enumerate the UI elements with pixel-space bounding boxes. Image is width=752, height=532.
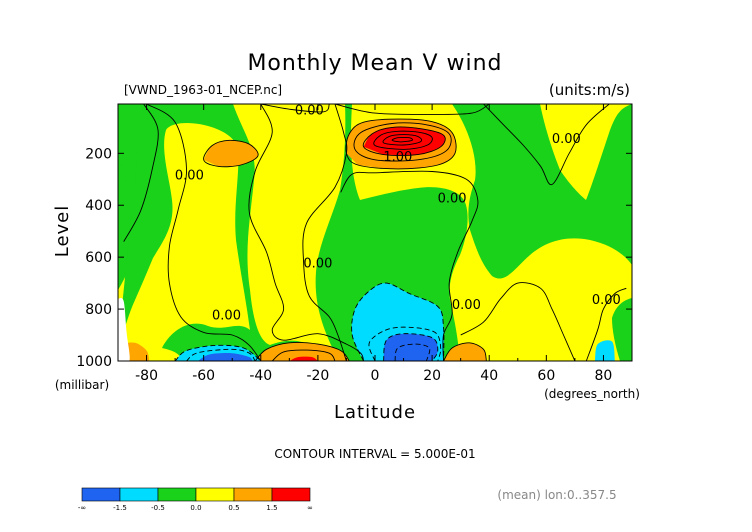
region-blue-sh-mid	[198, 353, 253, 361]
y-axis-label: Level	[52, 205, 73, 258]
x-tick-label: -40	[249, 368, 272, 384]
contour-line-16	[391, 136, 414, 143]
x-axis-label: Latitude	[334, 402, 416, 423]
units-label: (units:m/s)	[549, 81, 630, 99]
region-cyan-nh-polar	[594, 340, 615, 361]
contour-label-3: 0.00	[438, 192, 467, 207]
colorbar-label: -∞	[78, 504, 86, 512]
contour-line-15	[382, 134, 423, 146]
contour-line-18	[271, 349, 336, 361]
contour-line-6	[340, 170, 479, 361]
contour-line-17	[254, 342, 350, 361]
y-tick-label: 800	[85, 302, 112, 318]
averaging-footer: (mean) lon:0..357.5	[497, 488, 616, 502]
colorbar-label: 0.0	[190, 504, 201, 512]
colorbar-swatch	[195, 487, 235, 502]
green-region-equator	[315, 104, 468, 361]
green-region-sh-polar-patch	[118, 164, 127, 182]
contour-line-3	[260, 104, 330, 113]
y-tick-label: 400	[85, 198, 112, 214]
contour-label-6: 0.00	[452, 298, 481, 313]
chart-title: Monthly Mean V wind	[247, 51, 502, 76]
colorbar: -∞ -1.5 -0.5 0.0 0.5 1.5 ∞	[78, 487, 313, 512]
colorbar-swatch	[81, 487, 121, 502]
contour-label-0: 0.00	[295, 103, 324, 118]
contour-line-7	[483, 104, 610, 186]
region-white-sh-polar-missing	[118, 298, 130, 361]
colorbar-swatch	[233, 487, 273, 502]
contour-label-2: 1.00	[383, 150, 412, 165]
contour-line-5	[334, 104, 490, 115]
colorbar-label: 0.5	[228, 504, 239, 512]
x-tick-label: 60	[537, 368, 555, 384]
contour-label-1: 0.00	[175, 168, 204, 183]
region-orange-nh-surface	[443, 342, 487, 361]
region-blue-equator	[383, 333, 438, 361]
contour-label-5: 0.00	[212, 308, 241, 323]
contour-label-4: 0.00	[303, 257, 332, 272]
contour-label-8: 0.00	[592, 293, 621, 308]
x-axis-units: (degrees_north)	[544, 387, 640, 401]
green-region-nh-polar-patch	[624, 205, 632, 232]
colorbar-label: -0.5	[151, 504, 165, 512]
contour-line-22	[383, 333, 439, 361]
x-tick-label: 40	[480, 368, 498, 384]
contour-label-7: 0.00	[552, 132, 581, 147]
contour-line-9	[585, 287, 627, 361]
colorbar-swatch	[271, 487, 311, 502]
region-red-sh-subtropic	[289, 356, 318, 361]
contour-line-14	[373, 130, 433, 150]
contour-line-13	[362, 126, 446, 157]
contour-line-11	[345, 118, 457, 170]
contour-line-10	[203, 139, 259, 168]
y-tick-label: 1000	[76, 354, 112, 370]
x-tick-label: -80	[135, 368, 158, 384]
contour-interval-note: CONTOUR INTERVAL = 5.000E-01	[274, 447, 475, 461]
contour-line-12	[353, 122, 452, 162]
region-orange-sh-upper	[203, 140, 259, 167]
file-label: [VWND_1963-01_NCEP.nc]	[124, 83, 282, 97]
x-tick-label: 20	[423, 368, 441, 384]
contour-line-25	[186, 348, 256, 361]
colorbar-label: 1.5	[266, 504, 277, 512]
colorbar-label: -1.5	[113, 504, 127, 512]
x-tick-label: 0	[371, 368, 380, 384]
contour-line-24	[174, 344, 262, 361]
contour-line-21	[368, 326, 442, 361]
y-axis-units: (millibar)	[55, 378, 109, 392]
contour-line-0	[123, 104, 159, 242]
colorbar-swatch	[119, 487, 159, 502]
contour-line-20	[351, 282, 445, 361]
contour-line-1	[146, 104, 262, 361]
y-tick-label: 600	[85, 250, 112, 266]
contour-line-23	[394, 343, 431, 361]
green-region-nh-upper	[452, 104, 632, 361]
contour-line-2	[248, 104, 365, 361]
x-tick-label: -20	[306, 368, 329, 384]
y-tick-label: 200	[85, 146, 112, 162]
green-region-sh-midlat	[118, 104, 339, 361]
contour-line-19	[443, 342, 487, 361]
region-orange-sh-subtropic	[255, 342, 350, 361]
colorbar-label: ∞	[307, 504, 313, 512]
contour-line-8	[460, 282, 576, 361]
x-tick-label: 80	[595, 368, 613, 384]
colorbar-swatch	[157, 487, 197, 502]
x-tick-label: -60	[192, 368, 215, 384]
